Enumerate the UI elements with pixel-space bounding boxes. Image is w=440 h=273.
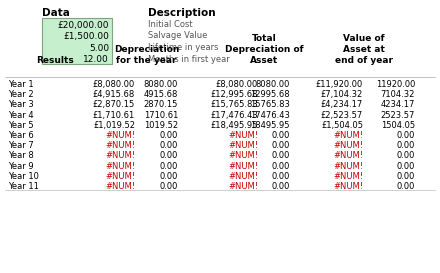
Text: Depreciation
for the year: Depreciation for the year: [114, 45, 179, 65]
Text: Year 7: Year 7: [8, 141, 34, 150]
Text: £8,080.00: £8,080.00: [216, 80, 258, 89]
Text: £4,915.68: £4,915.68: [93, 90, 135, 99]
Text: 0.00: 0.00: [160, 131, 178, 140]
Text: Total
Depreciation of
Asset: Total Depreciation of Asset: [225, 34, 303, 65]
Text: 1019.52: 1019.52: [144, 121, 178, 130]
Text: 0.00: 0.00: [396, 182, 415, 191]
Text: £1,500.00: £1,500.00: [63, 32, 109, 41]
Text: Lifetime in years: Lifetime in years: [148, 43, 219, 52]
Text: 17476.43: 17476.43: [250, 111, 290, 120]
Text: 1710.61: 1710.61: [143, 111, 178, 120]
Text: £4,234.17: £4,234.17: [321, 100, 363, 109]
Text: #NUM!: #NUM!: [333, 172, 363, 181]
Text: #NUM!: #NUM!: [333, 152, 363, 161]
Text: Year 4: Year 4: [8, 111, 33, 120]
Text: £15,765.83: £15,765.83: [210, 100, 258, 109]
Text: 0.00: 0.00: [271, 131, 290, 140]
Text: Year 1: Year 1: [8, 80, 33, 89]
Text: 15765.83: 15765.83: [250, 100, 290, 109]
Text: #NUM!: #NUM!: [333, 141, 363, 150]
Text: 5.00: 5.00: [89, 44, 109, 53]
Text: Months in first year: Months in first year: [148, 55, 230, 64]
Text: 0.00: 0.00: [160, 152, 178, 161]
Text: £12,995.68: £12,995.68: [210, 90, 258, 99]
Text: 0.00: 0.00: [396, 162, 415, 171]
Text: 2870.15: 2870.15: [143, 100, 178, 109]
Bar: [42, 18, 112, 64]
Text: #NUM!: #NUM!: [105, 131, 135, 140]
Text: #NUM!: #NUM!: [105, 172, 135, 181]
Text: 2523.57: 2523.57: [381, 111, 415, 120]
Text: £1,019.52: £1,019.52: [93, 121, 135, 130]
Text: £11,920.00: £11,920.00: [316, 80, 363, 89]
Text: 0.00: 0.00: [271, 152, 290, 161]
Text: #NUM!: #NUM!: [333, 131, 363, 140]
Text: £2,870.15: £2,870.15: [93, 100, 135, 109]
Text: Year 2: Year 2: [8, 90, 33, 99]
Text: 12.00: 12.00: [83, 55, 109, 64]
Text: #NUM!: #NUM!: [228, 162, 258, 171]
Text: Results: Results: [36, 56, 74, 65]
Text: 0.00: 0.00: [271, 182, 290, 191]
Text: 4915.68: 4915.68: [143, 90, 178, 99]
Text: 0.00: 0.00: [396, 131, 415, 140]
Text: #NUM!: #NUM!: [105, 162, 135, 171]
Text: 0.00: 0.00: [160, 162, 178, 171]
Text: 8080.00: 8080.00: [256, 80, 290, 89]
Text: #NUM!: #NUM!: [333, 162, 363, 171]
Text: 18495.95: 18495.95: [250, 121, 290, 130]
Text: #NUM!: #NUM!: [228, 182, 258, 191]
Text: Year 10: Year 10: [8, 172, 39, 181]
Text: #NUM!: #NUM!: [228, 131, 258, 140]
Text: Year 11: Year 11: [8, 182, 39, 191]
Text: £8,080.00: £8,080.00: [93, 80, 135, 89]
Text: £1,710.61: £1,710.61: [93, 111, 135, 120]
Text: 8080.00: 8080.00: [143, 80, 178, 89]
Text: Value of
Asset at
end of year: Value of Asset at end of year: [335, 34, 393, 65]
Text: #NUM!: #NUM!: [228, 172, 258, 181]
Text: 0.00: 0.00: [396, 141, 415, 150]
Text: Initial Cost: Initial Cost: [148, 20, 193, 29]
Text: 0.00: 0.00: [396, 172, 415, 181]
Text: 11920.00: 11920.00: [376, 80, 415, 89]
Text: £7,104.32: £7,104.32: [321, 90, 363, 99]
Text: #NUM!: #NUM!: [105, 182, 135, 191]
Text: Year 9: Year 9: [8, 162, 33, 171]
Text: 1504.05: 1504.05: [381, 121, 415, 130]
Text: Salvage Value: Salvage Value: [148, 31, 207, 40]
Text: 0.00: 0.00: [271, 141, 290, 150]
Text: 0.00: 0.00: [271, 162, 290, 171]
Text: Year 3: Year 3: [8, 100, 34, 109]
Text: Year 6: Year 6: [8, 131, 34, 140]
Text: 12995.68: 12995.68: [250, 90, 290, 99]
Text: #NUM!: #NUM!: [105, 152, 135, 161]
Text: Description: Description: [148, 8, 216, 18]
Text: 0.00: 0.00: [160, 182, 178, 191]
Text: £20,000.00: £20,000.00: [58, 21, 109, 30]
Text: £17,476.43: £17,476.43: [210, 111, 258, 120]
Text: £2,523.57: £2,523.57: [321, 111, 363, 120]
Text: #NUM!: #NUM!: [105, 141, 135, 150]
Text: 0.00: 0.00: [160, 141, 178, 150]
Text: Year 8: Year 8: [8, 152, 34, 161]
Text: #NUM!: #NUM!: [228, 152, 258, 161]
Text: 7104.32: 7104.32: [381, 90, 415, 99]
Text: 0.00: 0.00: [396, 152, 415, 161]
Text: £1,504.05: £1,504.05: [321, 121, 363, 130]
Text: £18,495.95: £18,495.95: [211, 121, 258, 130]
Text: #NUM!: #NUM!: [333, 182, 363, 191]
Text: Data: Data: [42, 8, 70, 18]
Text: 4234.17: 4234.17: [381, 100, 415, 109]
Text: #NUM!: #NUM!: [228, 141, 258, 150]
Text: 0.00: 0.00: [160, 172, 178, 181]
Text: 0.00: 0.00: [271, 172, 290, 181]
Text: Year 5: Year 5: [8, 121, 33, 130]
